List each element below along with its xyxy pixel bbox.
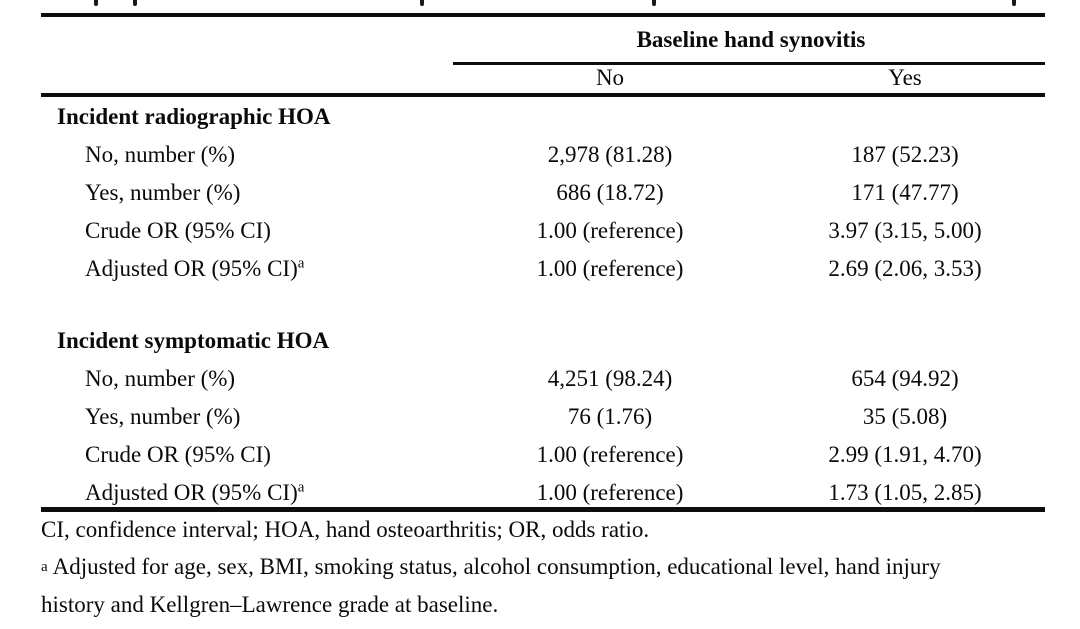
row-label-text: No, number (%) <box>85 366 236 391</box>
row-label: Adjusted OR (95% CI)a <box>41 480 455 506</box>
cell-no: 1.00 (reference) <box>536 218 684 243</box>
column-header-row: No Yes <box>41 63 1045 93</box>
section-header-row: Incident symptomatic HOA <box>41 322 1045 360</box>
row-label: Yes, number (%) <box>41 180 455 206</box>
clipped-caption-remnant <box>1012 0 1016 6</box>
cell-yes: 2.69 (2.06, 3.53) <box>828 256 982 281</box>
column-header-yes: Yes <box>888 65 922 90</box>
cell-yes: 1.73 (1.05, 2.85) <box>828 480 982 505</box>
row-label-text: Crude OR (95% CI) <box>85 218 271 243</box>
section-header: Incident radiographic HOA <box>57 104 331 129</box>
table-top-rule <box>41 13 1045 17</box>
clipped-caption-remnant <box>94 0 98 6</box>
table-row: No, number (%) 4,251 (98.24) 654 (94.92) <box>41 360 1045 398</box>
table-row: Yes, number (%) 686 (18.72) 171 (47.77) <box>41 174 1045 212</box>
row-label-text: Crude OR (95% CI) <box>85 442 271 467</box>
cell-no: 1.00 (reference) <box>536 442 684 467</box>
table-row: Crude OR (95% CI) 1.00 (reference) 2.99 … <box>41 436 1045 474</box>
cell-yes: 654 (94.92) <box>851 366 959 391</box>
row-label-text: Yes, number (%) <box>85 180 241 205</box>
row-label: Adjusted OR (95% CI)a <box>41 256 455 282</box>
row-label-text: No, number (%) <box>85 142 236 167</box>
footnote-a-text: Adjusted for age, sex, BMI, smoking stat… <box>52 554 941 579</box>
column-header-no: No <box>595 65 625 90</box>
footnote-a-marker: a <box>297 255 305 272</box>
cell-no: 4,251 (98.24) <box>547 366 673 391</box>
cell-no: 2,978 (81.28) <box>547 142 673 167</box>
footnote-a-line2: history and Kellgren–Lawrence grade at b… <box>41 592 499 617</box>
table-row: Yes, number (%) 76 (1.76) 35 (5.08) <box>41 398 1045 436</box>
cell-yes: 35 (5.08) <box>862 404 948 429</box>
row-label: Crude OR (95% CI) <box>41 218 455 244</box>
row-label: Yes, number (%) <box>41 404 455 430</box>
row-label: Crude OR (95% CI) <box>41 442 455 468</box>
row-label: No, number (%) <box>41 366 455 392</box>
clipped-caption-remnant <box>133 0 137 6</box>
table-row: Adjusted OR (95% CI)a 1.00 (reference) 2… <box>41 250 1045 288</box>
cell-no: 76 (1.76) <box>567 404 653 429</box>
cell-yes: 187 (52.23) <box>851 142 959 167</box>
cell-no: 1.00 (reference) <box>536 256 684 281</box>
clipped-caption-remnant <box>420 0 424 6</box>
row-label-text: Adjusted OR (95% CI) <box>85 256 298 281</box>
row-label-text: Yes, number (%) <box>85 404 241 429</box>
section-header: Incident symptomatic HOA <box>57 328 330 353</box>
table-row: Crude OR (95% CI) 1.00 (reference) 3.97 … <box>41 212 1045 250</box>
row-label: No, number (%) <box>41 142 455 168</box>
cell-yes: 171 (47.77) <box>851 180 959 205</box>
spanner-underline-rule <box>453 62 1045 65</box>
section-header-row: Incident radiographic HOA <box>41 98 1045 136</box>
table-row: Adjusted OR (95% CI)a 1.00 (reference) 1… <box>41 474 1045 512</box>
clipped-caption-remnant <box>652 0 656 6</box>
footnote-a-line1: a Adjusted for age, sex, BMI, smoking sta… <box>41 554 941 579</box>
cell-yes: 3.97 (3.15, 5.00) <box>828 218 982 243</box>
table-row: No, number (%) 2,978 (81.28) 187 (52.23) <box>41 136 1045 174</box>
row-label-text: Adjusted OR (95% CI) <box>85 480 298 505</box>
cell-no: 1.00 (reference) <box>536 480 684 505</box>
cell-no: 686 (18.72) <box>556 180 664 205</box>
cell-yes: 2.99 (1.91, 4.70) <box>828 442 982 467</box>
column-group-header: Baseline hand synovitis <box>636 26 866 52</box>
header-bottom-rule <box>41 93 1045 97</box>
footnote-a-marker: a <box>297 479 305 496</box>
footnote-abbreviations: CI, confidence interval; HOA, hand osteo… <box>41 517 650 542</box>
table-bottom-rule <box>41 507 1045 512</box>
